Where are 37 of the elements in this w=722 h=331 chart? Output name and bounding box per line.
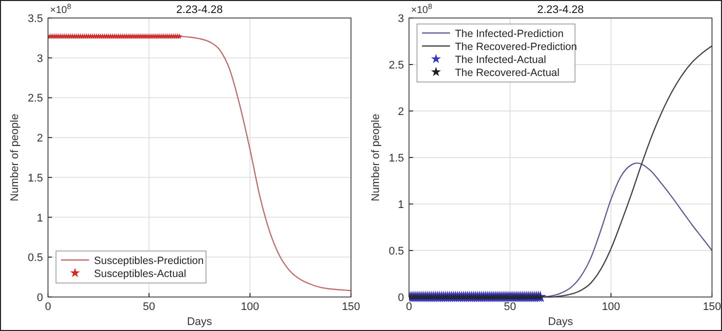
x-tick-label: 100 <box>240 301 260 313</box>
x-tick-label: 50 <box>142 301 156 313</box>
legend-label: Susceptibles-Prediction <box>94 255 204 267</box>
y-axis-title: Number of people <box>370 114 382 202</box>
x-tick-label: 50 <box>504 301 516 313</box>
y-tick-label: 2 <box>36 132 43 145</box>
legend-label: The Recovered-Prediction <box>455 41 578 53</box>
y-tick-label: 2.5 <box>28 92 43 105</box>
x-axis-title: Days <box>548 316 574 328</box>
chart-title: 2.23-4.28 <box>176 4 223 16</box>
x-axis-title: Days <box>186 316 213 328</box>
y-tick-label: 2 <box>398 106 404 118</box>
y-tick-label: 0.5 <box>388 246 404 258</box>
y-tick-label: 0 <box>398 292 404 304</box>
x-tick-label: 150 <box>702 301 722 313</box>
x-tick-label: 0 <box>406 301 412 313</box>
x-tick-label: 0 <box>44 301 52 313</box>
y-tick-label: 3 <box>36 52 43 65</box>
x-tick-label: 150 <box>342 301 360 313</box>
y-tick-label: 3 <box>398 13 404 25</box>
y-axis-title: Number of people <box>9 114 21 202</box>
legend-label: The Infected-Prediction <box>455 28 564 40</box>
text: ×10$^{8}$ <box>50 2 72 16</box>
y-tick-label: 3.5 <box>28 13 43 25</box>
legend-label: The Infected-Actual <box>455 54 546 66</box>
legend-label: Susceptibles-Actual <box>94 268 186 280</box>
legend-label: The Recovered-Actual <box>455 67 560 79</box>
text: ×10$^{8}$ <box>411 2 432 16</box>
y-tick-label: 1.5 <box>388 152 404 164</box>
y-tick-label: 1.5 <box>28 172 43 184</box>
y-tick-label: 0 <box>36 292 43 304</box>
chart-title: 2.23-4.28 <box>537 4 584 16</box>
y-tick-label: 2.5 <box>388 60 404 72</box>
y-tick-label: 0.5 <box>28 252 43 264</box>
y-tick-label: 1 <box>36 212 43 224</box>
x-tick-label: 100 <box>602 301 620 313</box>
y-tick-label: 1 <box>398 199 404 211</box>
